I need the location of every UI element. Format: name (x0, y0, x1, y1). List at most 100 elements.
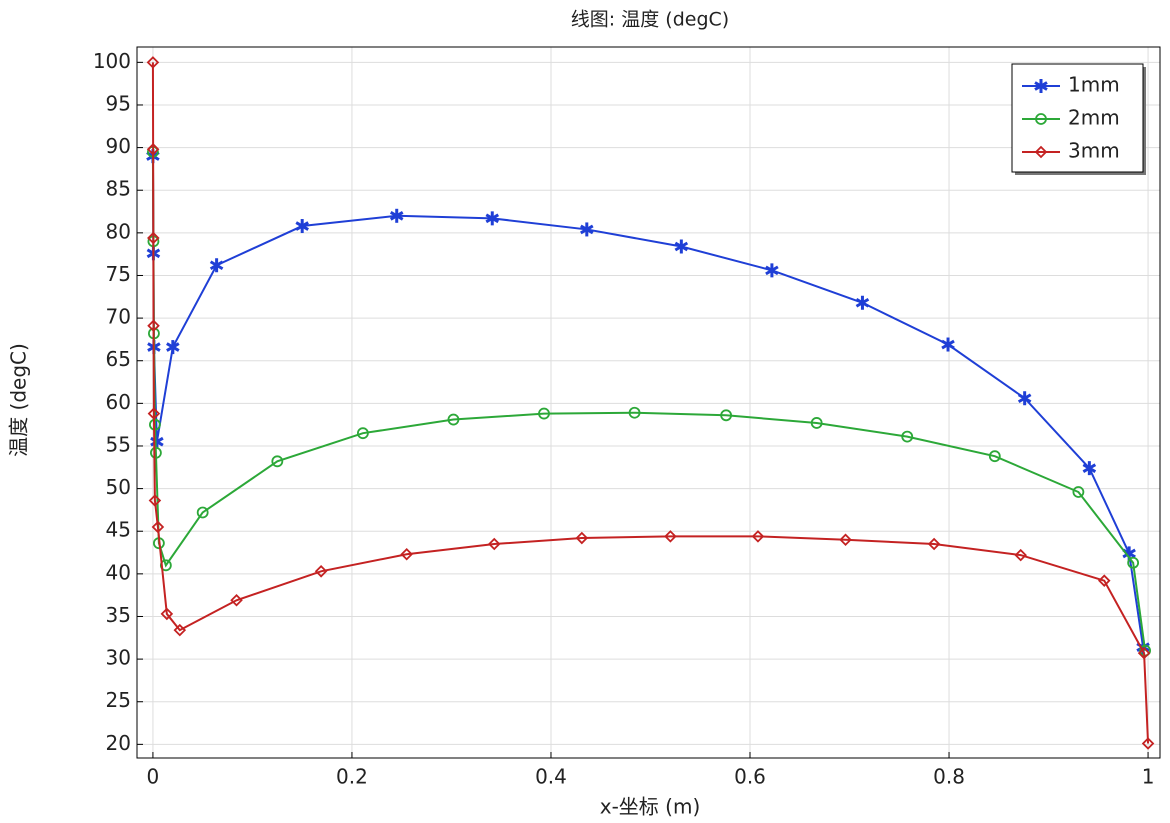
marker (400, 547, 413, 561)
x-tick-label: 1 (1142, 765, 1155, 789)
marker-stroke (295, 221, 309, 231)
marker-stroke (941, 339, 955, 350)
marker-shape (147, 319, 160, 333)
y-tick-label: 30 (106, 646, 131, 670)
marker-shape (810, 417, 823, 429)
x-tick-label: 0 (147, 765, 160, 789)
marker (1034, 79, 1048, 93)
marker (810, 417, 823, 429)
marker (1017, 391, 1032, 406)
marker (447, 413, 460, 426)
marker-stroke (855, 297, 870, 308)
marker (1127, 556, 1140, 569)
marker-shape (839, 533, 852, 547)
marker-stroke (166, 342, 180, 352)
x-tick-label: 0.4 (535, 765, 567, 789)
marker (173, 623, 187, 637)
marker (664, 530, 677, 543)
marker-shape (575, 531, 589, 545)
y-tick-label: 70 (106, 305, 131, 329)
marker-shape (1127, 556, 1140, 569)
marker (1035, 113, 1047, 125)
marker-shape (447, 413, 460, 426)
y-tick-label: 95 (106, 91, 131, 115)
marker (160, 607, 174, 621)
y-tick-label: 25 (106, 688, 131, 712)
marker-stroke (389, 211, 404, 221)
marker (1072, 486, 1085, 498)
marker (538, 407, 550, 420)
marker (765, 263, 779, 278)
marker-shape (150, 446, 162, 459)
marker-shape (1137, 646, 1151, 660)
marker (196, 506, 209, 519)
marker-stroke (1034, 81, 1048, 91)
marker (751, 530, 765, 543)
marker-shape (148, 494, 162, 507)
marker (941, 337, 955, 352)
marker (575, 531, 589, 545)
y-tick-label: 35 (106, 603, 131, 627)
marker-shape (173, 623, 187, 637)
marker (1137, 646, 1151, 660)
marker (485, 211, 500, 226)
marker-shape (751, 530, 765, 543)
marker-stroke (1122, 548, 1136, 559)
marker (1141, 737, 1155, 750)
marker (628, 406, 641, 419)
marker-shape (400, 547, 413, 561)
marker-stroke (485, 213, 500, 224)
marker-stroke (765, 265, 779, 276)
marker (1014, 548, 1027, 562)
marker-shape (720, 409, 733, 422)
marker-shape (196, 506, 209, 519)
marker (356, 427, 369, 440)
plot-frame (136, 46, 1161, 759)
marker (901, 430, 914, 443)
marker-stroke (1082, 463, 1097, 473)
marker (148, 494, 162, 507)
marker (927, 537, 941, 551)
marker-stroke (209, 260, 224, 271)
marker (146, 56, 160, 69)
marker-shape (1034, 145, 1048, 159)
marker (314, 565, 328, 578)
marker-stroke (1017, 393, 1032, 404)
x-tick-label: 0.6 (734, 765, 766, 789)
marker-shape (147, 231, 160, 245)
marker (295, 219, 309, 234)
y-tick-label: 65 (106, 347, 131, 371)
marker (1082, 461, 1097, 476)
x-tick-label: 0.8 (933, 765, 965, 789)
y-tick-label: 40 (106, 560, 131, 584)
marker-shape (271, 455, 284, 468)
marker (1097, 574, 1111, 587)
marker (230, 594, 243, 607)
y-tick-label: 50 (106, 475, 131, 499)
marker (389, 208, 404, 223)
y-tick-label: 45 (106, 518, 131, 542)
marker (166, 340, 180, 355)
marker-stroke (580, 224, 594, 235)
marker (855, 295, 870, 310)
marker (147, 319, 160, 333)
x-axis-label: x-坐标 (m) (600, 795, 701, 819)
marker-shape (146, 143, 160, 156)
marker (271, 455, 284, 468)
legend-label: 2mm (1068, 106, 1120, 130)
marker-stroke (674, 241, 689, 252)
marker (150, 446, 162, 459)
y-axis-label: 温度 (degC) (7, 343, 31, 457)
marker (1034, 145, 1048, 159)
y-tick-label: 75 (106, 262, 131, 286)
marker (146, 143, 160, 156)
marker-shape (1097, 574, 1111, 587)
marker-shape (988, 450, 1001, 463)
y-tick-label: 85 (106, 177, 131, 201)
marker (151, 520, 165, 534)
marker-shape (160, 607, 174, 621)
marker (150, 434, 164, 449)
marker (839, 533, 852, 547)
marker (580, 222, 594, 237)
